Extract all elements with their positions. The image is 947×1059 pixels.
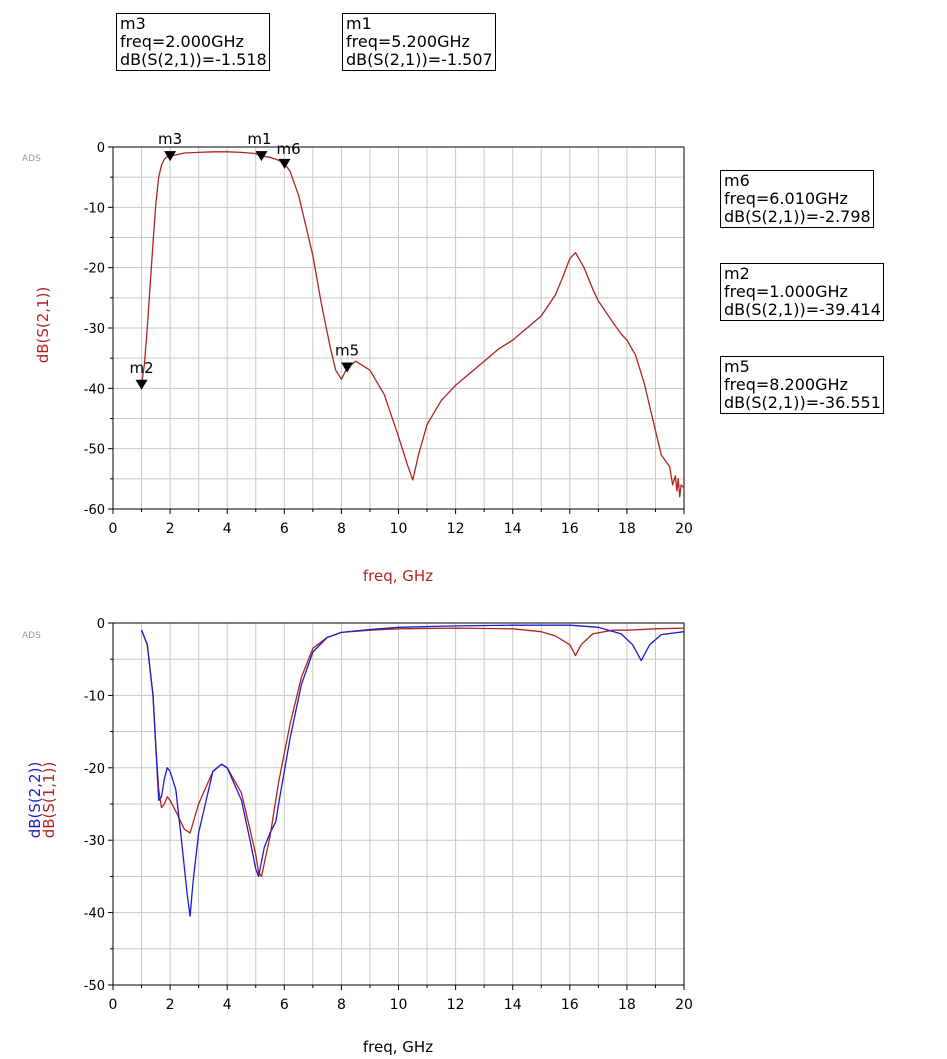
x-tick-label: 20 [675, 997, 693, 1013]
x-tick-label: 10 [390, 997, 408, 1013]
marker-box-m3: m3 freq=2.000GHz dB(S(2,1))=-1.518 [116, 13, 270, 71]
s21-chart-grid [113, 147, 684, 509]
x-tick-label: 16 [561, 997, 579, 1013]
x-tick-label: 14 [504, 997, 522, 1013]
y-tick-label: -50 [84, 979, 105, 994]
x-tick-label: 6 [280, 997, 289, 1013]
y-tick-label: -40 [84, 907, 105, 922]
x-tick-label: 4 [223, 997, 232, 1013]
x-tick-label: 14 [504, 521, 522, 537]
s21-series [140, 151, 685, 498]
s21-chart: 0 -10 -20 -30 -40 -50 -60 0 2 4 6 8 10 12 14 16 18 20 m3… [34, 130, 693, 585]
s21-y-axis-label: dB(S(2,1)) [34, 287, 52, 364]
y-tick-label: -10 [84, 201, 105, 216]
marker-label-m6: m6 [277, 140, 301, 158]
s11-s22-series [140, 624, 685, 917]
marker-box-line: freq=1.000GHz [724, 282, 848, 301]
x-tick-label: 4 [223, 521, 232, 537]
x-tick-label: 0 [109, 997, 118, 1013]
y-tick-label: -30 [84, 834, 105, 849]
s11-s22-x-axis-label: freq, GHz [363, 1038, 433, 1056]
ads-logo-top: ADS [22, 154, 41, 164]
x-tick-label: 2 [166, 997, 175, 1013]
marker-box-line: m1 [346, 14, 372, 33]
s21-x-ticks: 0 2 4 6 8 10 12 14 16 18 20 [109, 509, 693, 537]
marker-box-line: m5 [724, 357, 750, 376]
series-line-db-s-2-1- [140, 151, 685, 498]
x-tick-label: 18 [618, 997, 636, 1013]
marker-box-line: dB(S(2,1))=-39.414 [724, 300, 881, 319]
y-tick-label: -20 [84, 262, 105, 277]
y-tick-label: -20 [84, 762, 105, 777]
x-tick-label: 8 [337, 997, 346, 1013]
marker-triangle-m1 [255, 151, 268, 162]
x-tick-label: 12 [447, 997, 465, 1013]
marker-box-line: m3 [120, 14, 146, 33]
marker-box-line: dB(S(2,1))=-36.551 [724, 393, 881, 412]
s11-y-axis-label: dB(S(1,1)) [40, 762, 58, 839]
y-tick-label: -30 [84, 322, 105, 337]
marker-triangle-m6 [278, 158, 291, 169]
marker-box-line: dB(S(2,1))=-2.798 [724, 207, 871, 226]
s21-x-axis-label: freq, GHz [363, 567, 433, 585]
marker-triangle-m5 [341, 362, 354, 373]
x-tick-label: 18 [618, 521, 636, 537]
marker-box-line: freq=2.000GHz [120, 32, 244, 51]
y-tick-label: -50 [84, 443, 105, 458]
marker-label-m2: m2 [129, 359, 153, 377]
marker-box-m6: m6 freq=6.010GHz dB(S(2,1))=-2.798 [720, 170, 874, 228]
series-line-db-s-1-1- [140, 627, 685, 878]
y-tick-label: -60 [84, 503, 105, 518]
marker-label-m3: m3 [158, 130, 182, 148]
s11-s22-x-ticks: 0 2 4 6 8 10 12 14 16 18 20 [109, 985, 693, 1013]
marker-label-m5: m5 [335, 342, 359, 360]
y-tick-label: 0 [97, 141, 105, 156]
y-tick-label: 0 [97, 617, 105, 632]
y-tick-label: -10 [84, 689, 105, 704]
marker-box-line: m6 [724, 171, 750, 190]
x-tick-label: 12 [447, 521, 465, 537]
x-tick-label: 2 [166, 521, 175, 537]
ads-logo-bottom: ADS [22, 631, 41, 641]
x-tick-label: 10 [390, 521, 408, 537]
y-tick-label: -40 [84, 382, 105, 397]
s21-markers: m3 m1 m6 m2 m5 [129, 130, 359, 390]
x-tick-label: 16 [561, 521, 579, 537]
marker-triangle-m3 [164, 151, 177, 162]
marker-box-line: freq=6.010GHz [724, 189, 848, 208]
s11-s22-chart-grid [113, 623, 684, 985]
s22-y-axis-label: dB(S(2,2)) [26, 762, 44, 839]
marker-box-m1: m1 freq=5.200GHz dB(S(2,1))=-1.507 [342, 13, 496, 71]
s11-s22-y-ticks: 0 -10 -20 -30 -40 -50 [84, 617, 113, 994]
marker-box-line: dB(S(2,1))=-1.518 [120, 50, 267, 69]
x-tick-label: 0 [109, 521, 118, 537]
series-line-db-s-2-2- [140, 624, 685, 917]
marker-box-m5: m5 freq=8.200GHz dB(S(2,1))=-36.551 [720, 356, 884, 414]
marker-label-m1: m1 [247, 130, 271, 148]
marker-box-line: freq=5.200GHz [346, 32, 470, 51]
s21-y-ticks: 0 -10 -20 -30 -40 -50 -60 [84, 141, 113, 518]
s11-s22-chart: 0 -10 -20 -30 -40 -50 0 2 4 6 8 10 12 14 16 18 20 freq,… [26, 617, 693, 1056]
marker-box-line: freq=8.200GHz [724, 375, 848, 394]
x-tick-label: 6 [280, 521, 289, 537]
marker-triangle-m2 [135, 379, 148, 390]
x-tick-label: 8 [337, 521, 346, 537]
marker-box-line: dB(S(2,1))=-1.507 [346, 50, 493, 69]
marker-box-m2: m2 freq=1.000GHz dB(S(2,1))=-39.414 [720, 263, 884, 321]
marker-box-line: m2 [724, 264, 750, 283]
x-tick-label: 20 [675, 521, 693, 537]
